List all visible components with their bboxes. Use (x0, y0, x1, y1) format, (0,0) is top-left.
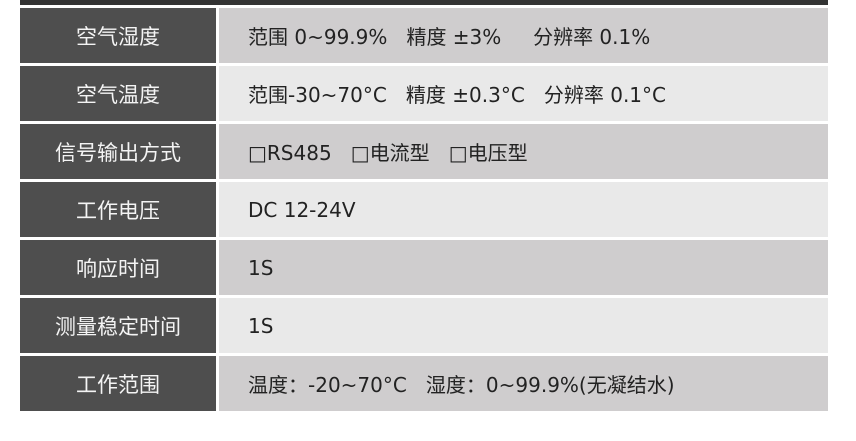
row-value: □RS485 □电流型 □电压型 (219, 124, 828, 179)
row-value: DC 12-24V (219, 182, 828, 237)
table-row: 测量稳定时间 1S (20, 298, 828, 353)
table-row: 空气湿度 范围 0~99.9% 精度 ±3% 分辨率 0.1% (20, 8, 828, 63)
row-value: 温度：-20~70°C 湿度：0~99.9%(无凝结水) (219, 356, 828, 411)
row-label: 工作电压 (20, 182, 216, 237)
table-row: 工作电压 DC 12-24V (20, 182, 828, 237)
table-row: 工作范围 温度：-20~70°C 湿度：0~99.9%(无凝结水) (20, 356, 828, 411)
row-label: 空气湿度 (20, 8, 216, 63)
table-row: 信号输出方式 □RS485 □电流型 □电压型 (20, 124, 828, 179)
row-value: 1S (219, 240, 828, 295)
row-label: 工作范围 (20, 356, 216, 411)
row-label: 测量稳定时间 (20, 298, 216, 353)
row-label: 响应时间 (20, 240, 216, 295)
row-label: 信号输出方式 (20, 124, 216, 179)
row-value: 范围-30~70°C 精度 ±0.3°C 分辨率 0.1°C (219, 66, 828, 121)
spec-table: 空气湿度 范围 0~99.9% 精度 ±3% 分辨率 0.1% 空气温度 范围-30… (20, 8, 828, 414)
row-value: 范围 0~99.9% 精度 ±3% 分辨率 0.1% (219, 8, 828, 63)
row-label: 空气温度 (20, 66, 216, 121)
table-row: 空气温度 范围-30~70°C 精度 ±0.3°C 分辨率 0.1°C (20, 66, 828, 121)
table-row: 响应时间 1S (20, 240, 828, 295)
top-bar (20, 0, 828, 5)
row-value: 1S (219, 298, 828, 353)
